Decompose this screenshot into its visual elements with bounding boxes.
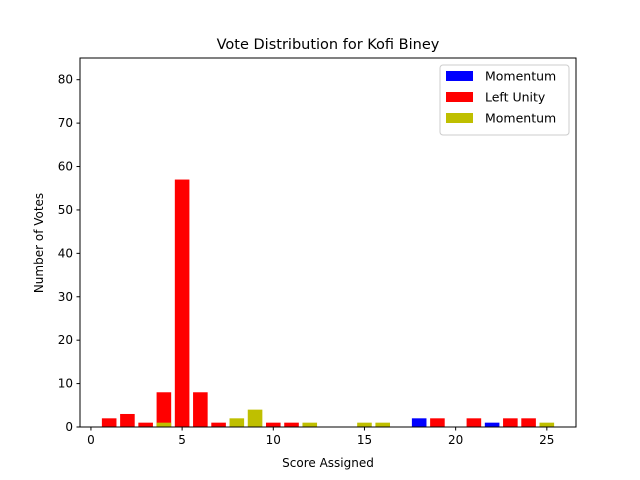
legend-label: Momentum [485,111,556,126]
bar-series-2-score-24 [521,418,536,427]
bar-series-2-score-10 [266,422,281,427]
bar-series-2-score-21 [466,418,482,427]
bar-series-2-score-2 [120,413,135,427]
y-tick-label: 40 [58,246,73,260]
bar-series-2-score-7 [211,422,226,427]
x-axis-label: Score Assigned [282,456,374,470]
x-tick-label: 25 [539,433,554,447]
x-tick-label: 10 [266,433,281,447]
plot-frame [79,57,577,428]
y-tick-label: 80 [58,73,73,87]
x-tick-label: 0 [87,433,95,447]
legend-label: Left Unity [485,90,546,105]
legend-swatch [446,71,473,81]
bar-series-2-score-3 [138,422,153,427]
bar-series-1-score-18 [411,418,427,427]
legend: Momentum Left Unity Momentum [439,64,570,136]
bars-layer [101,179,555,427]
legend-label: Momentum [485,69,556,84]
y-tick-label: 10 [58,377,73,391]
y-tick-label: 70 [58,116,73,130]
axes-layer: 0 5 10 15 20 25 0 10 20 30 40 50 60 70 80 [58,57,577,447]
bar-series-3-score-15 [357,422,372,427]
y-tick-label: 50 [58,203,73,217]
bar-series-3-score-4 [156,422,172,427]
bar-series-2-score-5 [174,179,190,427]
bar-series-3-score-8 [229,418,245,427]
bar-series-2-score-1 [101,418,117,427]
y-axis-label: Number of Votes [32,193,46,293]
y-tick-label: 0 [65,420,73,434]
bar-series-3-score-25 [539,422,555,427]
legend-swatch [446,92,473,102]
bar-series-2-score-23 [503,418,518,427]
x-tick-label: 5 [178,433,186,447]
bar-series-1-score-22 [484,422,500,427]
bar-series-3-score-12 [302,422,318,427]
y-tick-label: 30 [58,290,73,304]
bar-series-2-score-4 [156,392,172,427]
bar-series-3-score-9 [247,409,263,427]
bar-series-2-score-6 [193,392,208,427]
bar-series-3-score-16 [375,422,390,427]
bar-series-2-score-19 [430,418,445,427]
x-tick-label: 20 [448,433,463,447]
bar-series-2-score-11 [284,422,299,427]
y-tick-label: 60 [58,160,73,174]
chart-title: Vote Distribution for Kofi Biney [217,37,440,53]
legend-swatch [446,113,473,123]
x-tick-label: 15 [357,433,372,447]
y-tick-label: 20 [58,333,73,347]
